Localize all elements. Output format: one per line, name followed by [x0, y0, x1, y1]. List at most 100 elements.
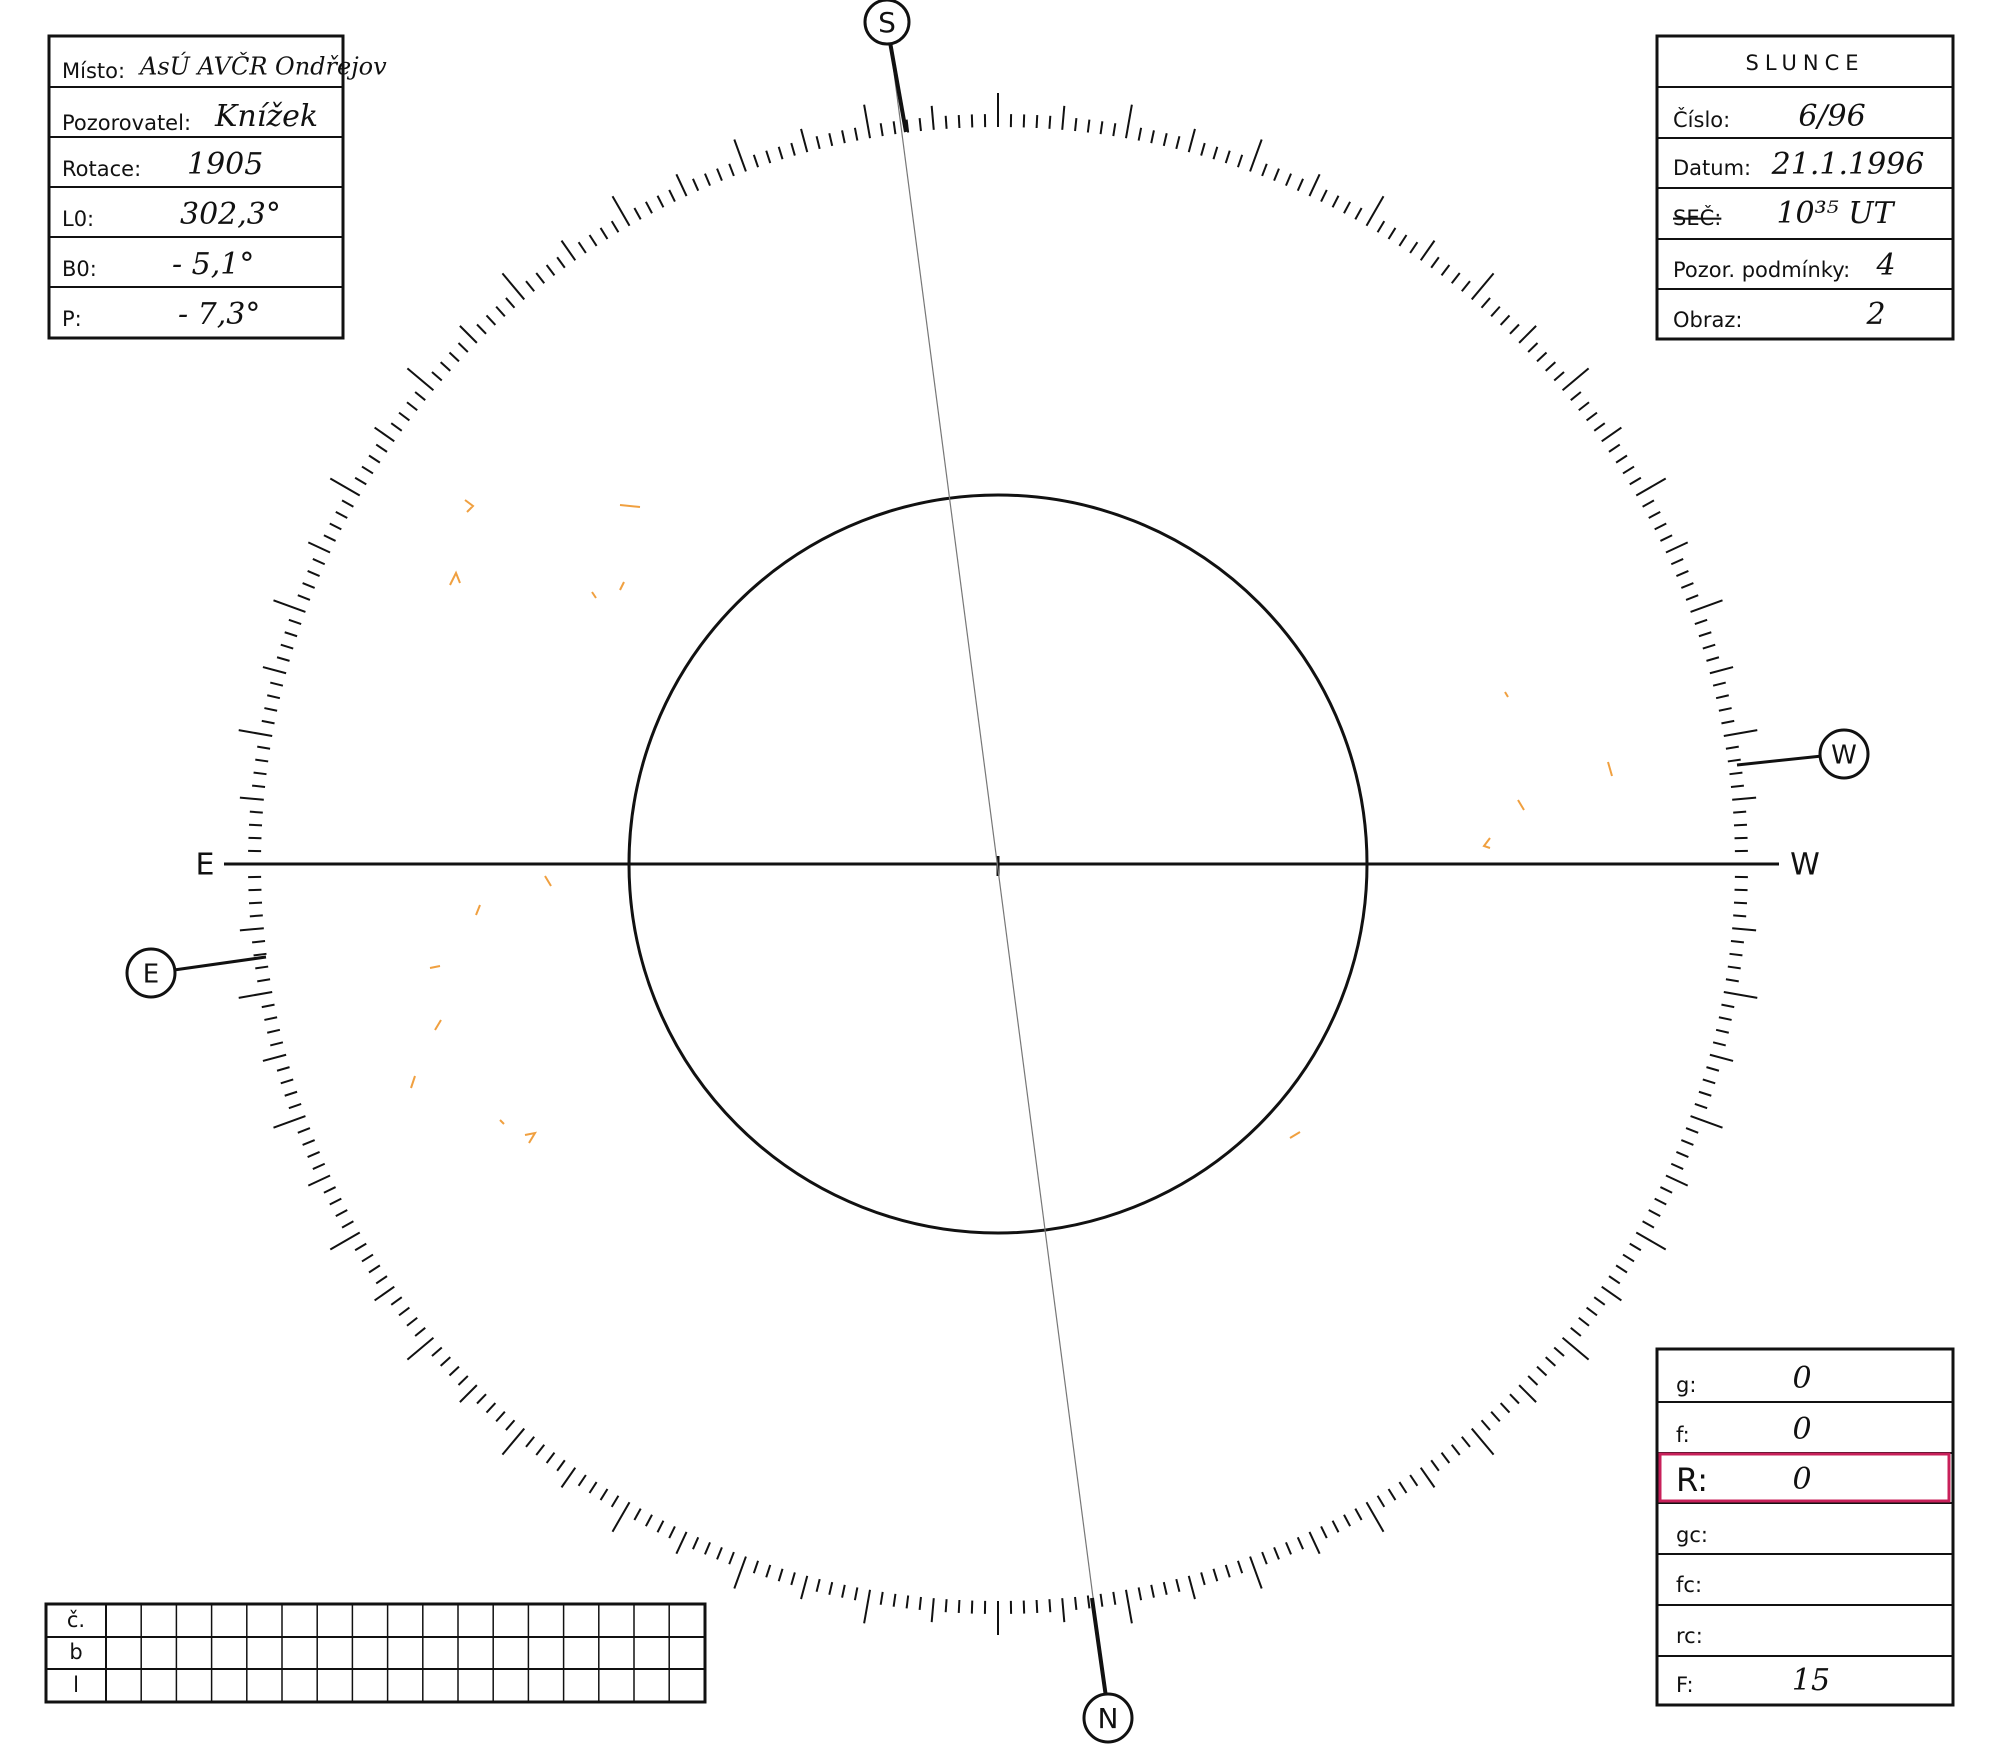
value: 0 [1792, 1462, 1811, 1497]
scale-tick [1709, 1053, 1734, 1062]
value: 1905 [187, 147, 263, 182]
scale-tick [284, 1090, 298, 1097]
scale-tick [656, 1520, 665, 1533]
scale-tick [302, 582, 316, 589]
scale-tick [1718, 1016, 1732, 1021]
scale-tick [335, 1209, 348, 1217]
scale-tick [1665, 541, 1689, 554]
scale-tick [1470, 272, 1495, 301]
scale-tick [1376, 220, 1386, 233]
label: P: [62, 307, 82, 331]
scale-tick [1702, 1078, 1716, 1085]
scale-tick [668, 189, 676, 203]
scale-tick [495, 1411, 506, 1423]
scale-tick [1470, 1427, 1495, 1456]
scale-tick [1440, 264, 1451, 277]
sketch [410, 499, 1613, 1144]
scale-tick [398, 411, 411, 422]
scale-tick [1074, 118, 1078, 132]
scale-tick [1732, 796, 1757, 801]
scale-tick [1622, 1253, 1635, 1263]
scale-tick [406, 401, 418, 412]
row-label: b [69, 1640, 82, 1664]
scale-tick [1733, 914, 1747, 918]
scale-tick [1086, 1595, 1091, 1609]
scale-tick [930, 1598, 935, 1623]
scale-tick [1601, 1285, 1622, 1302]
scale-tick [261, 1003, 275, 1009]
label: Obraz: [1673, 308, 1742, 332]
scale-tick [1527, 1375, 1539, 1386]
scale-tick [577, 241, 587, 254]
scale-tick [1048, 115, 1052, 129]
label: Pozorovatel: [62, 111, 191, 135]
scale-tick [675, 173, 688, 197]
label: B0: [62, 257, 97, 281]
compass-label: W [1831, 741, 1857, 771]
scale-tick [1553, 371, 1565, 382]
scale-tick [1376, 1495, 1386, 1508]
label: Číslo: [1673, 107, 1730, 132]
scale-tick [1490, 1411, 1501, 1423]
scale-tick [1685, 594, 1699, 601]
scale-tick [1086, 119, 1091, 133]
scale-tick [610, 220, 620, 233]
scale-tick [448, 351, 460, 363]
scale-tick [431, 371, 443, 382]
scale-tick [1273, 168, 1280, 182]
scale-tick [599, 1488, 609, 1501]
scale-tick [716, 168, 723, 182]
scale-tick [1124, 104, 1133, 139]
scale-tick [1224, 1564, 1231, 1578]
scale-tick [261, 719, 275, 725]
scale-tick [944, 115, 948, 129]
scale-tick [1608, 1275, 1621, 1285]
label: Místo: [62, 59, 125, 83]
scale-tick [457, 342, 469, 353]
scale-tick [1461, 1436, 1471, 1448]
value: 302,3° [180, 197, 281, 232]
scale-tick [323, 1186, 337, 1194]
scale-tick [611, 195, 631, 227]
scale-tick [1099, 1593, 1104, 1607]
right-table: SLUNCE Číslo: 6/96 Datum: 21.1.1996 SEČ:… [1655, 34, 1955, 341]
scale-tick [1694, 1102, 1708, 1110]
scale-tick [1615, 1264, 1628, 1274]
scale-tick [459, 1384, 478, 1403]
scale-tick [1162, 1581, 1168, 1596]
scale-tick [1635, 477, 1667, 497]
scale-tick [1570, 1327, 1582, 1337]
scale-tick [505, 297, 516, 309]
scale-tick [1112, 1591, 1117, 1605]
scale-tick [1622, 465, 1635, 475]
scale-tick [633, 1508, 642, 1521]
scale-tick [255, 758, 269, 763]
scale-tick [1398, 1481, 1408, 1494]
scale-tick [1698, 631, 1712, 638]
scale-tick [1730, 940, 1744, 944]
scale-tick [777, 146, 784, 160]
scale-tick [439, 361, 451, 372]
scale-tick [777, 1568, 784, 1582]
scale-tick [918, 1596, 922, 1610]
scale-tick [390, 422, 403, 432]
scale-tick [1570, 391, 1582, 401]
value: Knížek [214, 99, 318, 134]
scale-tick [1187, 128, 1196, 153]
scale-tick [675, 1531, 688, 1555]
scale-tick [556, 256, 566, 269]
scale-tick [728, 163, 735, 177]
scale-tick [312, 1162, 326, 1170]
scale-tick [1499, 314, 1511, 326]
scale-tick [266, 1028, 281, 1034]
scale-tick [752, 1560, 760, 1574]
scale-tick [645, 201, 653, 214]
scale-tick [1187, 1575, 1196, 1600]
scale-tick [273, 599, 306, 613]
scale-tick [270, 681, 284, 687]
scale-tick [276, 656, 290, 662]
scale-tick [879, 123, 884, 137]
scale-tick [1690, 1115, 1723, 1129]
scale-tick [1727, 758, 1741, 763]
scale-tick [238, 729, 273, 738]
